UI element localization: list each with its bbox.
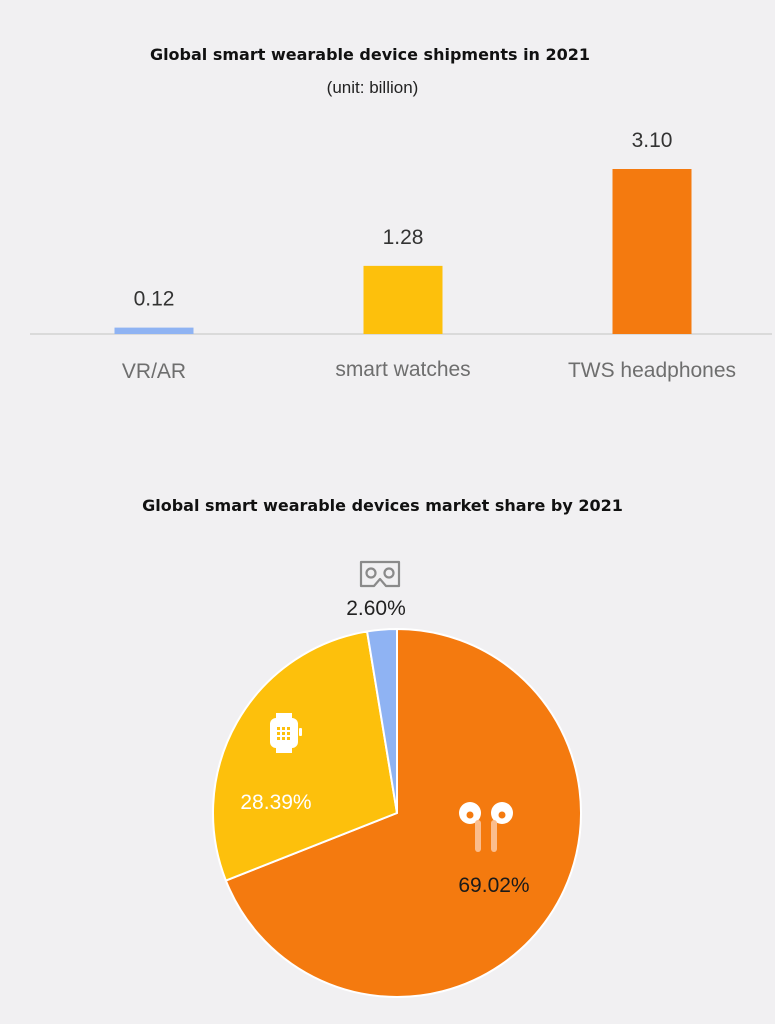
bar-value-label-tws-headphones: 3.10 xyxy=(632,129,673,152)
bar-value-label-vr-ar: 0.12 xyxy=(134,288,175,311)
pie-label-tws-headphones: 69.02% xyxy=(458,874,529,897)
pie-chart: 2.60% 28.39% 69.02% xyxy=(212,560,582,998)
bar-smart-watches xyxy=(363,265,443,334)
bar-category-label-tws-headphones: TWS headphones xyxy=(568,359,736,382)
pie-label-vr-ar: 2.60% xyxy=(346,597,406,620)
bar-category-label-smart-watches: smart watches xyxy=(335,358,470,381)
bar-value-label-smart-watches: 1.28 xyxy=(383,226,424,249)
pie-slice-vr-ar xyxy=(366,628,398,814)
bar-chart-title: Global smart wearable device shipments i… xyxy=(149,45,591,64)
smartwatch-icon xyxy=(270,713,302,753)
vr-headset-icon xyxy=(359,560,401,588)
bar-category-label-vr-ar: VR/AR xyxy=(122,360,186,383)
bar-chart: 0.12 VR/AR 1.28 smart watches 3.10 TWS headph… xyxy=(30,129,772,383)
bar-vr-ar xyxy=(114,327,194,334)
pie-label-smart-watches: 28.39% xyxy=(240,791,311,814)
pie-chart-title: Global smart wearable devices market sha… xyxy=(142,496,623,515)
bar-chart-unit: (unit: billion) xyxy=(326,78,419,97)
pie-slice-smart-watches xyxy=(212,630,398,882)
bar-tws-headphones xyxy=(612,169,692,334)
pie-slice-tws-headphones xyxy=(224,628,582,998)
earbuds-icon xyxy=(459,802,513,852)
